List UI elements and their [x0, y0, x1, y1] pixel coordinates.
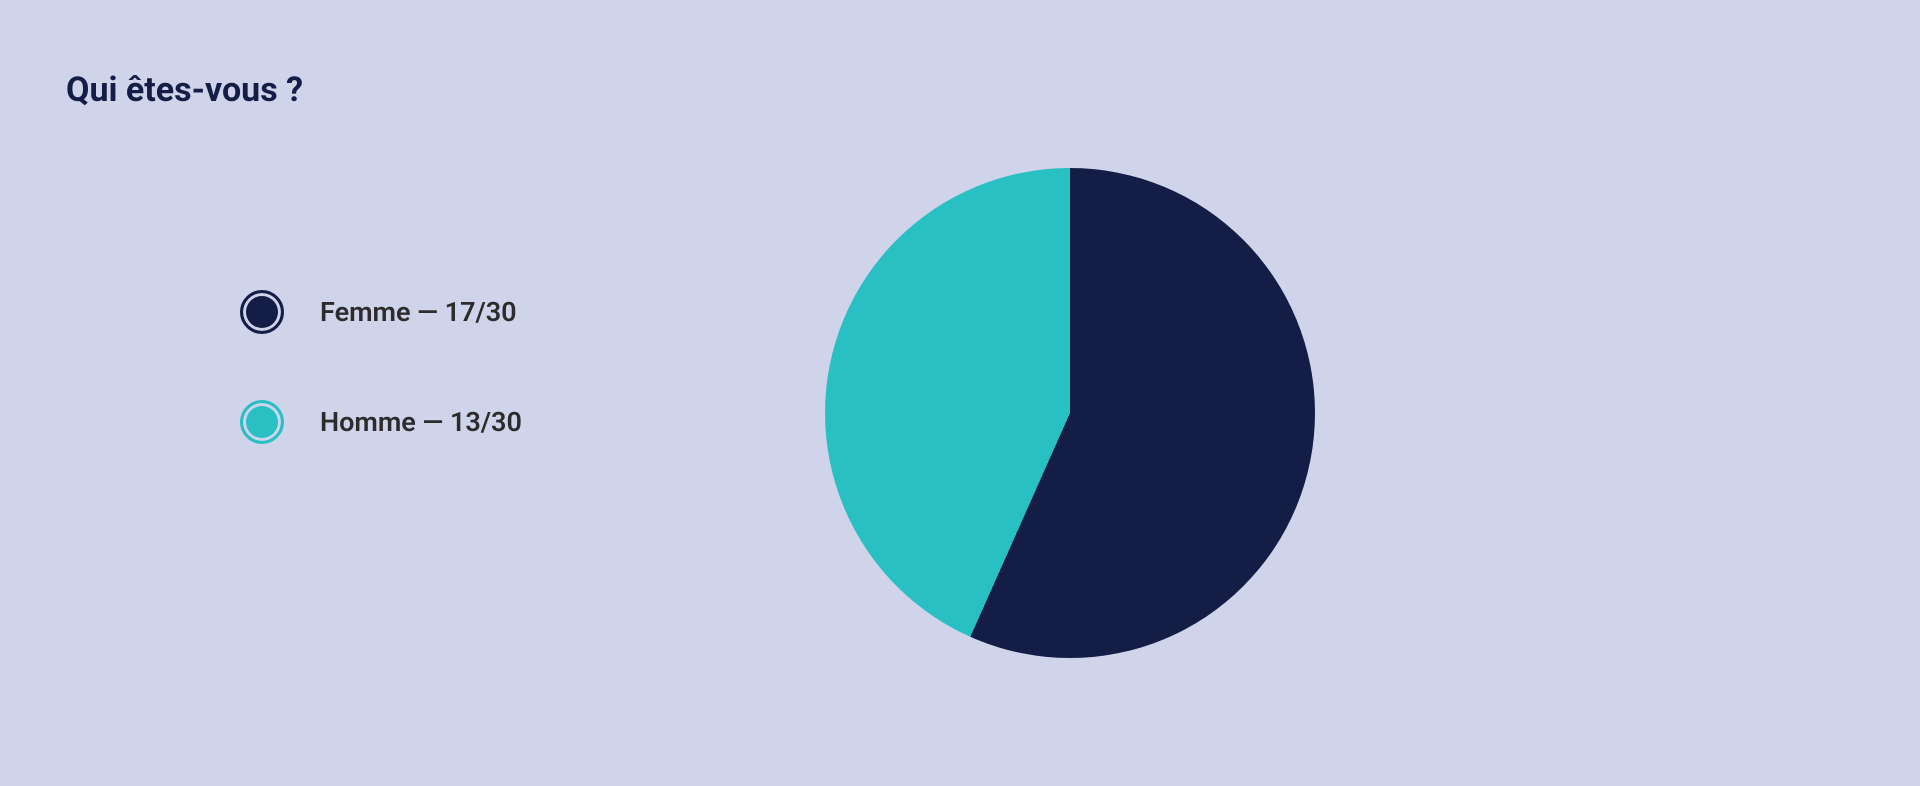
chart-title: Qui êtes-vous ?: [66, 70, 303, 110]
legend-item-homme: Homme — 13/30: [240, 400, 522, 444]
legend-item-label: Femme — 17/30: [320, 296, 517, 328]
pie-chart-disc: [825, 168, 1315, 658]
pie-chart: [825, 168, 1315, 658]
legend-swatch-icon: [240, 290, 284, 334]
chart-legend: Femme — 17/30 Homme — 13/30: [240, 290, 522, 444]
legend-swatch-icon: [240, 400, 284, 444]
legend-item-label: Homme — 13/30: [320, 406, 522, 438]
legend-item-femme: Femme — 17/30: [240, 290, 522, 334]
chart-canvas: Qui êtes-vous ? Femme — 17/30 Homme — 13…: [0, 0, 1920, 786]
